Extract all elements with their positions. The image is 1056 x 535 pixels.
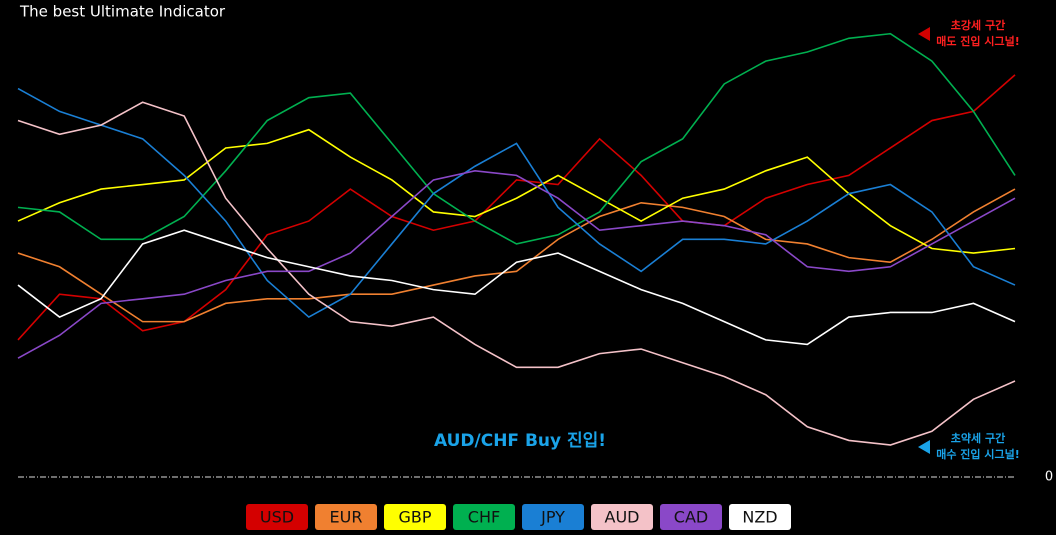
arrow-weak — [918, 440, 930, 454]
series-line — [17, 101, 1016, 446]
legend-swatch — [729, 504, 791, 530]
arrow-strong — [918, 27, 930, 41]
legend-swatch — [246, 504, 308, 530]
legend-label: CHF — [468, 508, 500, 527]
y-tick-label: 0 — [1045, 470, 1053, 485]
legend-label: JPY — [540, 508, 565, 527]
series-line — [17, 188, 1016, 323]
legend-swatch — [384, 504, 446, 530]
series-line — [17, 87, 1016, 319]
annotation: 매도 진입 시그널! — [936, 34, 1020, 48]
annotation: 초강세 구간 — [951, 18, 1005, 32]
legend-label: GBP — [398, 508, 431, 527]
legend-swatch — [315, 504, 377, 530]
series-line — [17, 170, 1016, 359]
legend-swatch — [591, 504, 653, 530]
chart-title: The best Ultimate Indicator — [19, 3, 226, 21]
legend-label: NZD — [742, 508, 777, 527]
legend-swatch — [453, 504, 515, 530]
series-line — [17, 32, 1016, 245]
annotation: 매수 진입 시그널! — [936, 447, 1020, 461]
legend-label: AUD — [605, 508, 640, 527]
annotation: 초약세 구간 — [951, 431, 1005, 445]
legend-label: CAD — [674, 508, 708, 527]
legend-swatch — [660, 504, 722, 530]
legend: USD EUR GBP CHF JPY AUD CAD NZD — [246, 504, 791, 530]
legend-swatch — [522, 504, 584, 530]
legend-label: EUR — [330, 508, 363, 527]
series-line — [17, 229, 1016, 346]
legend-label: USD — [260, 508, 294, 527]
annotation: AUD/CHF Buy 진입! — [434, 431, 606, 451]
